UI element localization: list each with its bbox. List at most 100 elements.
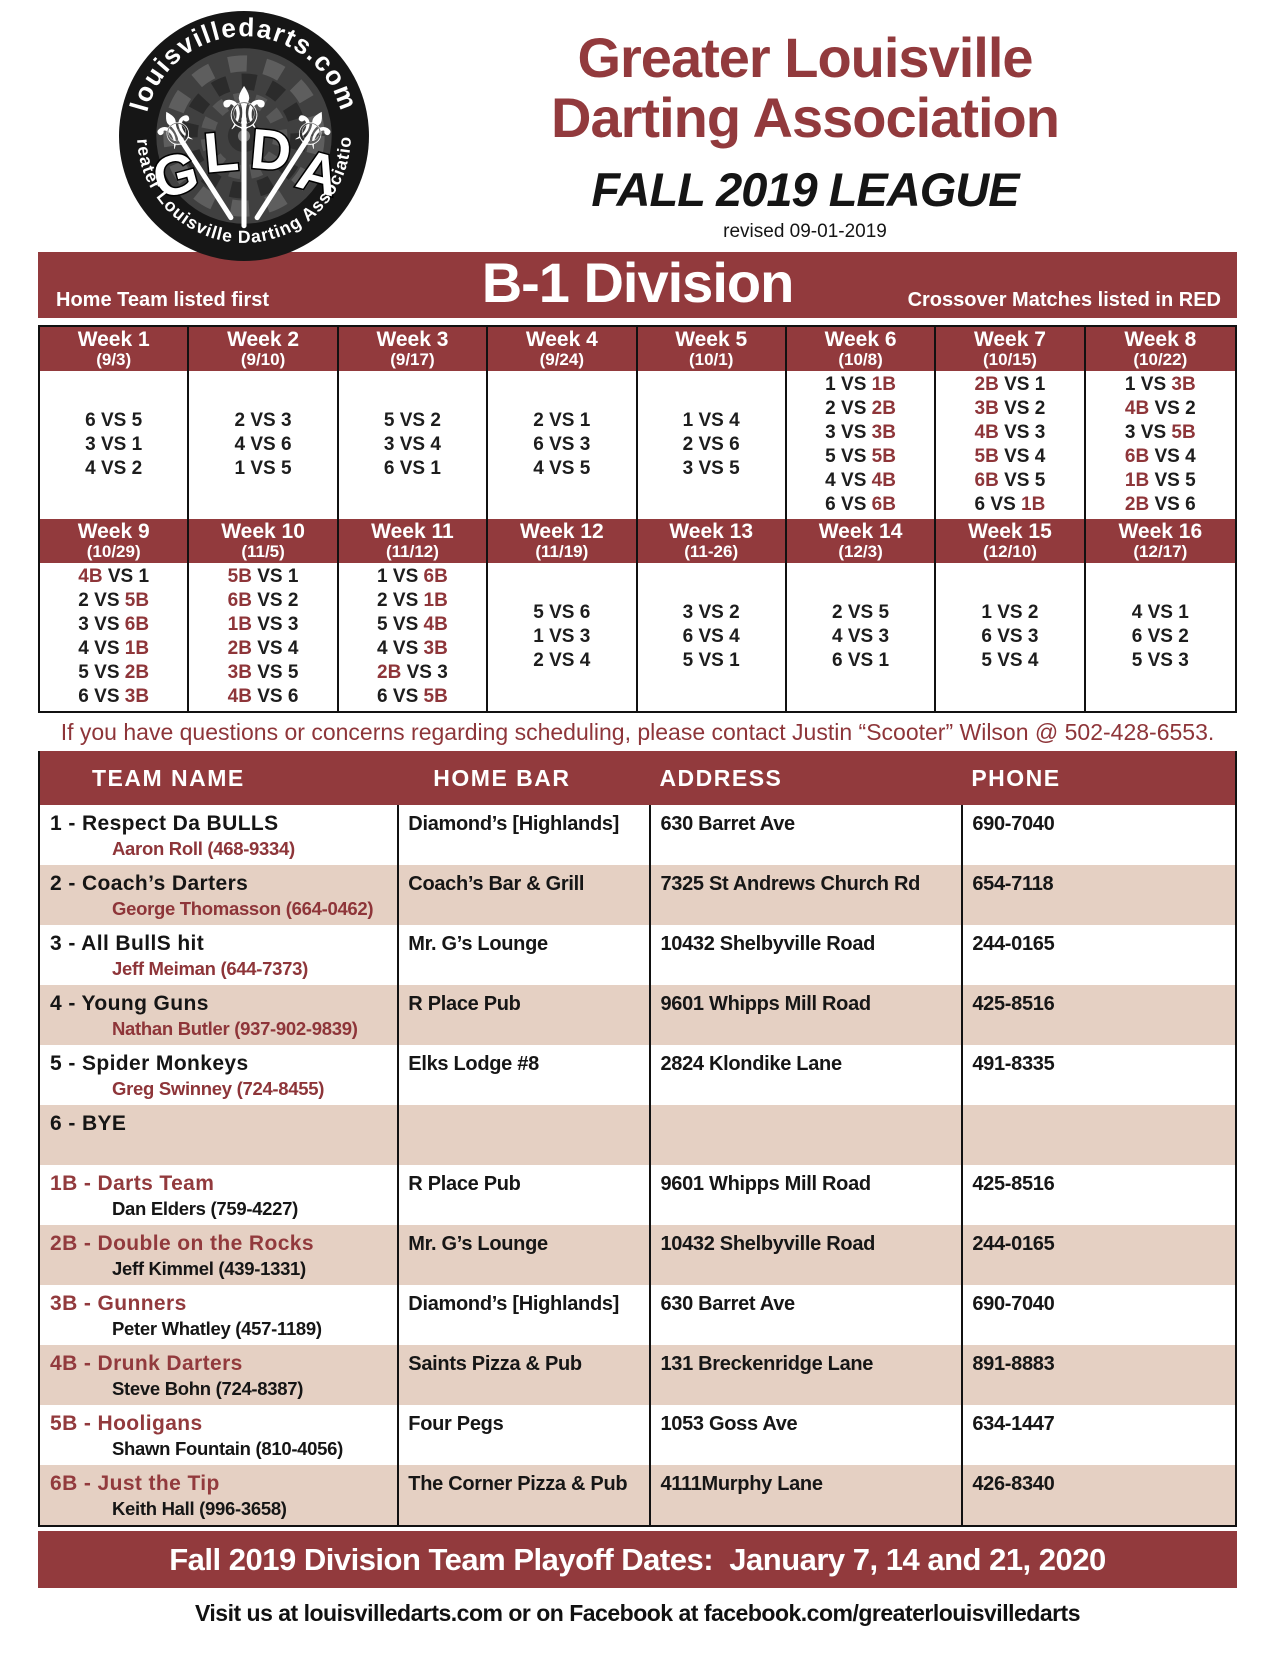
week-header: Week 2 (9/10) (189, 327, 337, 371)
match-token: VS (245, 434, 276, 455)
match-token: 6 (825, 494, 836, 515)
phone-cell: 690-7040 (961, 805, 1235, 865)
match-token: 1 (723, 650, 740, 671)
match-line: 6 VS 4 (683, 625, 740, 649)
match-token: VS (985, 494, 1016, 515)
crossover-team-token: 5B (1166, 422, 1196, 443)
match-token: 5 (126, 410, 143, 431)
crossover-team-token: 5B (418, 686, 448, 707)
week-header: Week 5 (10/1) (637, 327, 785, 371)
week-date: (10/8) (838, 350, 883, 369)
match-token: 4 (574, 650, 591, 671)
match-token: 5 (78, 662, 89, 683)
match-token: VS (998, 374, 1030, 395)
match-line: 2 VS 3 (235, 409, 292, 433)
week-date: (11/5) (241, 542, 285, 561)
column-header: TEAM NAME (92, 764, 245, 791)
team-name: 3B - Gunners (50, 1292, 187, 1315)
week-label: Week 7 (973, 328, 1046, 351)
week-label: Week 11 (371, 520, 454, 543)
week-header: Week 7 (10/15) (936, 327, 1084, 371)
week-header: Week 8 (10/22) (1085, 327, 1235, 371)
home-bar-cell: Saints Pizza & Pub (397, 1345, 649, 1405)
week-label: Week 10 (221, 520, 305, 543)
match-token: 5 (574, 458, 591, 479)
match-token: 6 (981, 626, 992, 647)
week-header: Week 9 (10/29) (40, 519, 188, 563)
match-token: 3 (383, 434, 395, 455)
match-line: 2 VS 4 (533, 649, 590, 673)
week-label: Week 15 (968, 520, 1052, 543)
address-cell: 10432 Shelbyville Road (649, 925, 961, 985)
match-line: 6 VS 6B (825, 493, 896, 517)
match-token: 5 (282, 662, 299, 683)
match-line: 6 VS 5B (377, 685, 448, 709)
team-captain: Keith Hall (996-3658) (112, 1498, 287, 1519)
match-line: 6 VS 3B (78, 685, 149, 709)
page-header: ⚜ ⚜ ⚜ G L D A louisvilledarts.com Greate… (0, 0, 1275, 261)
team-name-cell: 6 - BYE (40, 1105, 397, 1165)
match-token: 2 (425, 410, 441, 431)
crossover-team-token: 6B (1124, 446, 1150, 467)
team-captain: Steve Bohn (724-8387) (112, 1378, 304, 1399)
match-line: 1 VS 2 (981, 601, 1038, 625)
team-name: 1 - Respect Da BULLS (50, 812, 279, 835)
match-token: 1 (282, 566, 299, 587)
match-line: 1 VS 3 (533, 625, 590, 649)
match-line: 6 VS 1 (832, 649, 889, 673)
week-date: (11/12) (385, 542, 439, 561)
phone-cell: 634-1447 (961, 1405, 1235, 1465)
team-name: 6 - BYE (50, 1112, 127, 1135)
match-token: 1 (425, 458, 441, 479)
match-token: VS (245, 458, 276, 479)
team-row: 6B - Just the Tip Keith Hall (996-3658) Th… (40, 1465, 1235, 1525)
match-token: VS (387, 590, 419, 611)
match-line: 4B VS 1 (78, 565, 149, 589)
match-token: 4 (282, 638, 299, 659)
match-token: 5 (1029, 470, 1046, 491)
week-column: Week 7 (10/15) 2B VS 1 3B VS 2 4B VS 3 5B VS … (936, 327, 1086, 519)
match-token: 3 (574, 626, 591, 647)
match-token: 4 (723, 410, 740, 431)
week-date: (9/3) (96, 350, 132, 369)
match-token: 6 (682, 626, 694, 647)
match-line: 3 VS 5B (1125, 421, 1196, 445)
match-token: VS (88, 614, 120, 635)
crossover-note: Crossover Matches listed in RED (907, 289, 1221, 311)
week-label: Week 3 (376, 328, 449, 351)
crossover-team-token: 1B (1015, 494, 1046, 515)
match-token: VS (95, 410, 127, 431)
week-date: (9/24) (539, 350, 585, 369)
match-token: 1 (1124, 374, 1136, 395)
match-line: 6 VS 3 (981, 625, 1038, 649)
team-name: 4B - Drunk Darters (50, 1352, 243, 1375)
match-line: 5 VS 1 (683, 649, 740, 673)
match-token: 5 (1179, 470, 1196, 491)
home-bar-cell: The Corner Pizza & Pub (397, 1465, 649, 1525)
match-token: 1 (574, 410, 591, 431)
match-token: VS (387, 566, 419, 587)
match-token: VS (88, 590, 120, 611)
match-line: 4 VS 3 (832, 625, 889, 649)
match-line: 3 VS 2 (683, 601, 740, 625)
match-token: VS (1142, 650, 1173, 671)
team-row: 3B - Gunners Peter Whatley (457-1189) Diam… (40, 1285, 1235, 1345)
home-bar-cell: Mr. G’s Lounge (397, 925, 649, 985)
match-token: VS (394, 458, 426, 479)
match-token: 1 (126, 434, 143, 455)
match-line: 2B VS 6 (1125, 493, 1196, 517)
match-line: 3B VS 2 (975, 397, 1046, 421)
team-name-cell: 6B - Just the Tip Keith Hall (996-3658) (40, 1465, 397, 1525)
team-row: 6 - BYE (40, 1105, 1235, 1165)
match-token: 4 (234, 434, 246, 455)
match-token: 5 (1131, 650, 1143, 671)
match-token: 1 (873, 650, 890, 671)
team-name: 5 - Spider Monkeys (50, 1052, 249, 1075)
week-header: Week 11 (11/12) (338, 519, 487, 563)
